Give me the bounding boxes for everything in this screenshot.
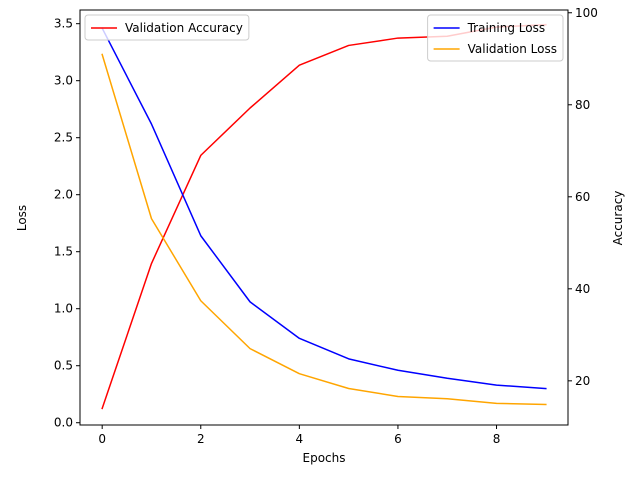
y-left-tick-label: 1.5	[54, 245, 73, 259]
plot-area	[80, 10, 568, 425]
legend-label-validation-loss: Validation Loss	[468, 42, 557, 56]
y-right-tick-label: 20	[575, 374, 590, 388]
y-axis-right-title: Accuracy	[611, 191, 625, 246]
legend-label-validation-accuracy: Validation Accuracy	[125, 21, 243, 35]
x-tick-label: 4	[296, 432, 304, 446]
y-ticks-left: 0.0 0.5 1.0 1.5 2.0 2.5 3.0 3.5	[54, 17, 80, 430]
y-right-tick-label: 40	[575, 282, 590, 296]
y-left-tick-label: 1.0	[54, 302, 73, 316]
legend-label-training-loss: Training Loss	[467, 21, 545, 35]
legend-box	[427, 14, 564, 62]
x-tick-label: 8	[493, 432, 501, 446]
legends: Validation Accuracy Training Loss Validati…	[84, 14, 564, 62]
x-axis-title: Epochs	[303, 451, 346, 465]
y-left-tick-label: 0.0	[54, 416, 73, 430]
legend-box	[84, 14, 250, 41]
plot-frame	[79, 9, 569, 426]
y-left-tick-label: 3.5	[54, 17, 73, 31]
x-tick-label: 2	[197, 432, 205, 446]
y-axis-left-title: Loss	[15, 205, 29, 231]
y-right-tick-label: 80	[575, 98, 590, 112]
x-ticks: 0 2 4 6 8	[98, 425, 500, 446]
y-left-tick-label: 0.5	[54, 359, 73, 373]
y-left-tick-label: 2.5	[54, 131, 73, 145]
legend-top-left: Validation Accuracy	[84, 14, 250, 41]
y-left-tick-label: 3.0	[54, 74, 73, 88]
x-tick-label: 6	[394, 432, 402, 446]
y-right-tick-label: 100	[575, 6, 598, 20]
series-line-validation-loss	[101, 53, 547, 406]
y-left-tick-label: 2.0	[54, 188, 73, 202]
legend-top-right: Training Loss Validation Loss	[427, 14, 564, 62]
y-right-tick-label: 60	[575, 190, 590, 204]
y-ticks-right: 20 40 60 80 100	[568, 6, 598, 388]
series-line-training-loss	[101, 27, 547, 390]
x-tick-label: 0	[98, 432, 106, 446]
